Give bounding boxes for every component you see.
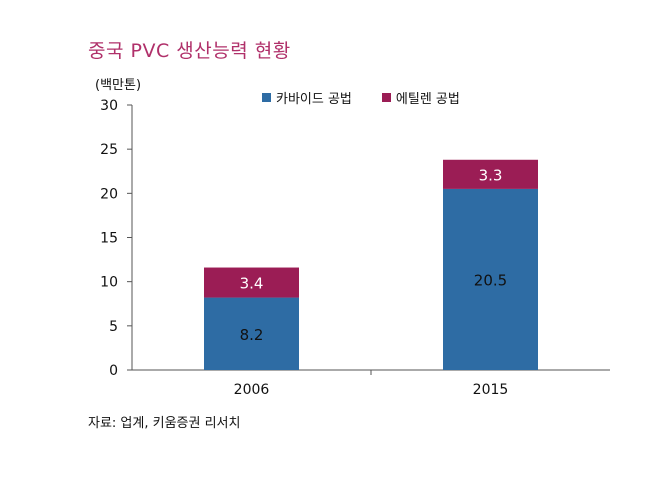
- y-tick-label: 10: [100, 275, 118, 291]
- x-tick-label: 2006: [234, 382, 270, 398]
- y-tick-label: 5: [109, 319, 118, 335]
- legend-item-ethylene: 에틸렌 공법: [381, 88, 460, 107]
- legend-swatch-carbide: [262, 93, 271, 102]
- data-label-carbide-2006: 8.2: [240, 326, 264, 344]
- source-note: 자료: 업계, 키움증권 리서치: [88, 416, 241, 431]
- legend-label-carbide: 카바이드 공법: [276, 92, 352, 107]
- data-label-carbide-2015: 20.5: [474, 271, 507, 289]
- data-label-ethylene-2015: 3.3: [479, 166, 503, 184]
- y-tick-label: 20: [100, 186, 118, 202]
- y-axis-unit-label: (백만톤): [95, 78, 142, 93]
- y-tick-label: 30: [100, 98, 118, 114]
- bar-carbide-2006: [204, 297, 299, 370]
- y-tick-label: 25: [100, 142, 118, 158]
- y-tick-label: 0: [109, 363, 118, 379]
- chart-title: 중국 PVC 생산능력 현황: [88, 40, 291, 62]
- bar-ethylene-2006: [204, 267, 299, 298]
- legend-swatch-ethylene: [381, 93, 391, 102]
- legend-item-carbide: 카바이드 공법: [262, 88, 352, 107]
- data-label-ethylene-2006: 3.4: [240, 275, 264, 293]
- x-tick-label: 2015: [473, 382, 509, 398]
- y-tick-label: 15: [100, 231, 118, 247]
- bar-ethylene-2015: [443, 159, 538, 189]
- legend: 카바이드 공법 에틸렌 공법: [262, 88, 460, 107]
- legend-label-ethylene: 에틸렌 공법: [395, 92, 460, 107]
- bar-carbide-2015: [443, 188, 538, 370]
